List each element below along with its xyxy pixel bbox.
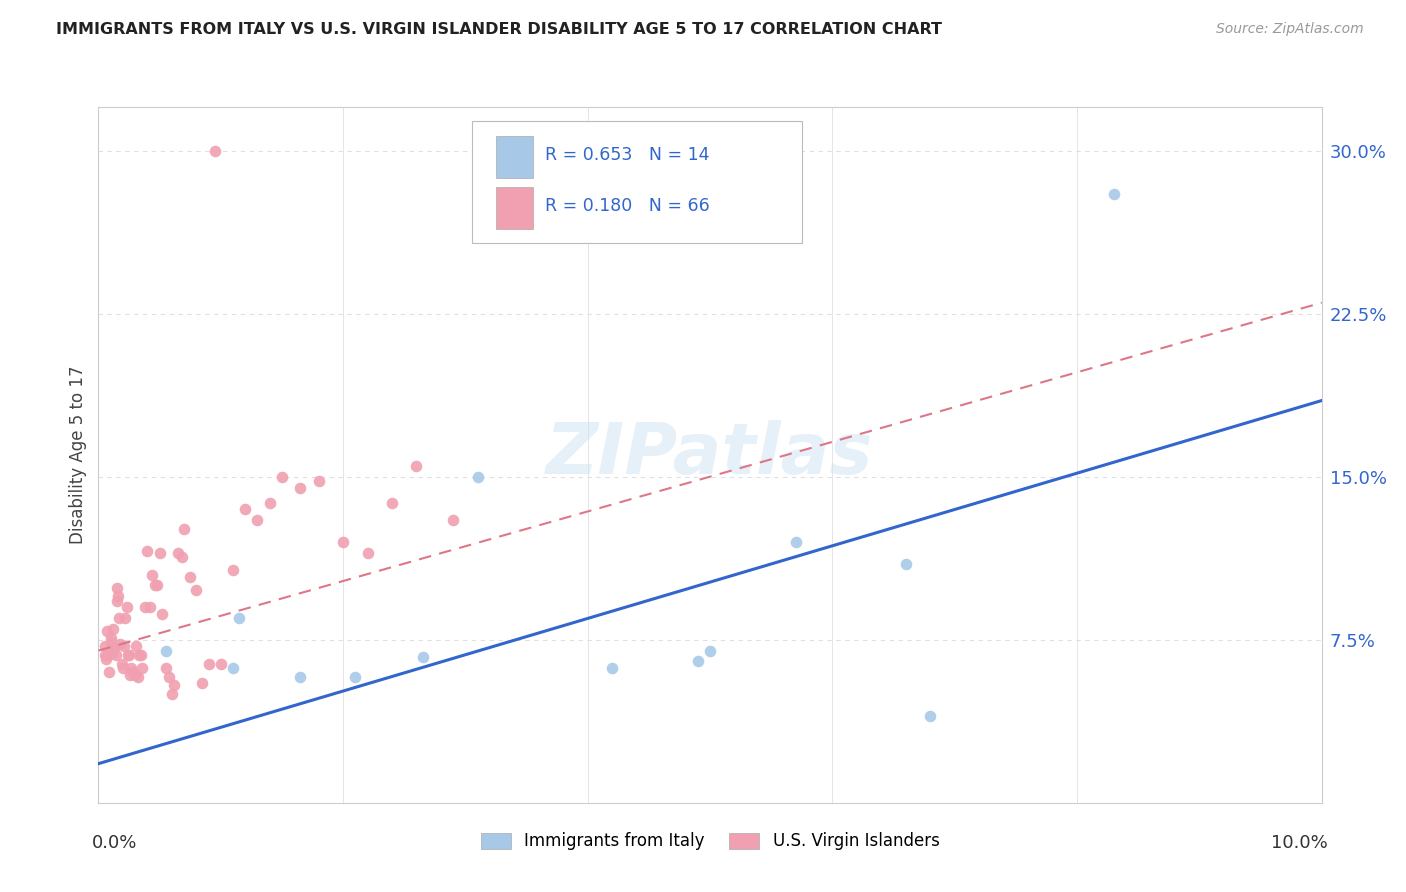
FancyBboxPatch shape [496,187,533,229]
Point [222,563,245,577]
Point [149,546,172,560]
Point [143,578,166,592]
Point [233,502,256,516]
Point [157,670,180,684]
Point [101,622,124,636]
Point [111,661,134,675]
Point [173,522,195,536]
Point [110,637,132,651]
Point [160,687,183,701]
Point [100,631,122,645]
Point [179,570,201,584]
Point [332,535,354,549]
Point [600,661,623,675]
Point [114,611,136,625]
Point [100,635,122,649]
Y-axis label: Disability Age 5 to 17: Disability Age 5 to 17 [69,366,87,544]
Point [127,670,149,684]
Point [163,678,186,692]
Point [222,661,245,675]
Point [98,665,121,680]
Point [139,600,162,615]
Point [344,670,367,684]
Point [686,655,709,669]
Point [155,661,177,675]
Text: 10.0%: 10.0% [1271,834,1327,852]
Point [150,607,173,621]
Point [136,543,159,558]
Point [204,144,226,158]
Point [118,648,141,662]
Point [246,513,269,527]
Point [128,648,150,662]
Point [134,600,156,615]
Point [120,661,142,675]
Point [228,611,250,625]
Point [96,624,118,638]
Point [125,639,148,653]
Point [259,496,281,510]
Point [120,667,142,681]
Point [141,567,163,582]
Legend: Immigrants from Italy, U.S. Virgin Islanders: Immigrants from Italy, U.S. Virgin Islan… [474,826,946,857]
Point [356,546,378,560]
Point [112,639,135,653]
Text: 0.0%: 0.0% [93,834,138,852]
Point [105,581,128,595]
Text: ZIPatlas: ZIPatlas [547,420,873,490]
Text: R = 0.180   N = 66: R = 0.180 N = 66 [546,197,710,216]
Point [93,639,115,653]
Point [894,557,917,571]
Point [308,474,330,488]
Point [209,657,232,671]
Point [270,469,292,483]
Point [170,550,193,565]
FancyBboxPatch shape [496,136,533,178]
Point [93,648,115,662]
Point [121,665,143,680]
Point [467,469,489,483]
Point [191,676,214,690]
Point [94,652,117,666]
Point [290,481,312,495]
Point [104,648,127,662]
Point [197,657,219,671]
Point [405,458,427,473]
Point [107,589,129,603]
Point [131,661,153,675]
Text: Source: ZipAtlas.com: Source: ZipAtlas.com [1216,22,1364,37]
Point [124,667,146,681]
Point [186,582,208,597]
Point [167,546,190,560]
Point [920,708,942,723]
Point [412,650,434,665]
Point [1102,186,1125,201]
Point [155,643,177,657]
Point [290,670,312,684]
Point [105,593,128,607]
Point [111,657,134,671]
Point [785,535,807,549]
Point [441,513,464,527]
Text: IMMIGRANTS FROM ITALY VS U.S. VIRGIN ISLANDER DISABILITY AGE 5 TO 17 CORRELATION: IMMIGRANTS FROM ITALY VS U.S. VIRGIN ISL… [56,22,942,37]
Point [97,648,120,662]
Point [103,641,125,656]
FancyBboxPatch shape [471,121,801,243]
Point [146,578,169,592]
Point [699,643,721,657]
Point [101,646,124,660]
Point [108,611,131,625]
Point [381,496,404,510]
Text: R = 0.653   N = 14: R = 0.653 N = 14 [546,146,710,164]
Point [117,648,139,662]
Point [129,648,152,662]
Point [115,600,138,615]
